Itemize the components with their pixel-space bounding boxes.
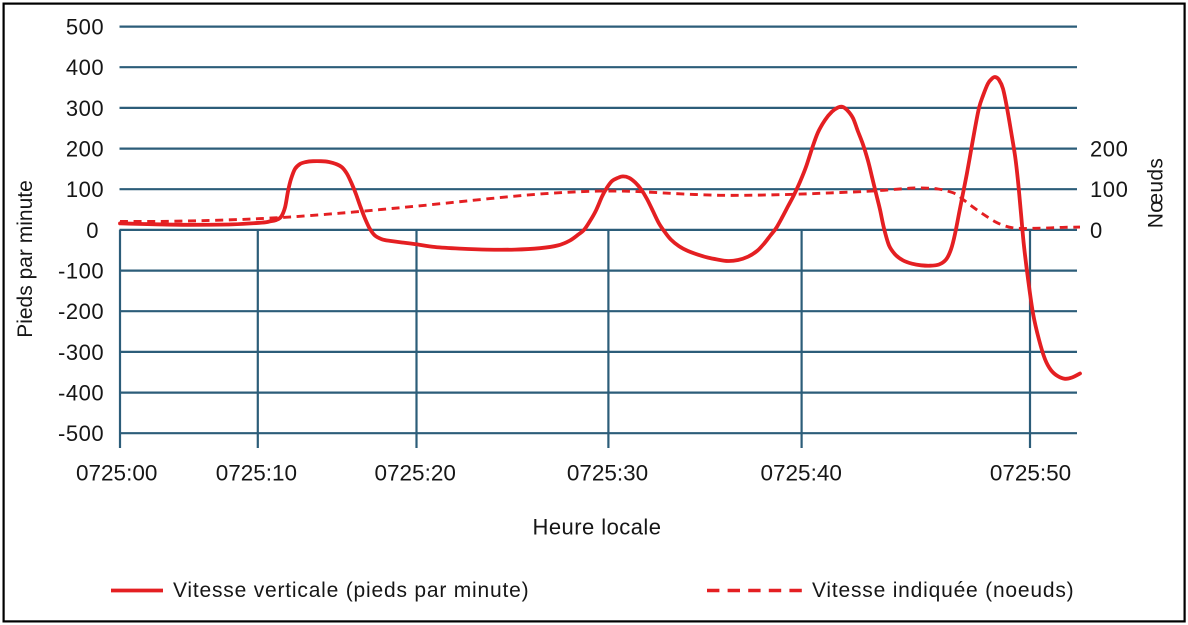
svg-text:0: 0 (1090, 218, 1103, 243)
svg-text:0725:20: 0725:20 (375, 461, 456, 486)
svg-text:400: 400 (66, 55, 104, 80)
svg-text:0725:30: 0725:30 (567, 461, 648, 486)
svg-text:200: 200 (66, 137, 104, 162)
svg-text:Vitesse verticale (pieds par m: Vitesse verticale (pieds par minute) (173, 579, 529, 602)
svg-text:200: 200 (1090, 137, 1128, 162)
svg-text:100: 100 (1090, 177, 1128, 202)
svg-text:0: 0 (86, 218, 99, 243)
svg-text:-400: -400 (58, 381, 104, 406)
svg-text:-500: -500 (58, 421, 104, 446)
svg-text:0725:50: 0725:50 (990, 461, 1071, 486)
svg-text:0725:40: 0725:40 (761, 461, 842, 486)
svg-text:Nœuds: Nœuds (1145, 158, 1168, 228)
svg-text:-100: -100 (58, 259, 104, 284)
svg-text:500: 500 (66, 15, 104, 40)
svg-text:0725:00: 0725:00 (76, 461, 157, 486)
svg-text:Vitesse indiquée (noeuds): Vitesse indiquée (noeuds) (812, 579, 1074, 602)
svg-text:-200: -200 (58, 299, 104, 324)
svg-text:Heure locale: Heure locale (533, 515, 662, 540)
svg-text:100: 100 (66, 177, 104, 202)
svg-text:-300: -300 (58, 340, 104, 365)
svg-text:0725:10: 0725:10 (216, 461, 297, 486)
svg-text:Pieds par minute: Pieds par minute (14, 180, 37, 338)
svg-text:300: 300 (66, 96, 104, 121)
